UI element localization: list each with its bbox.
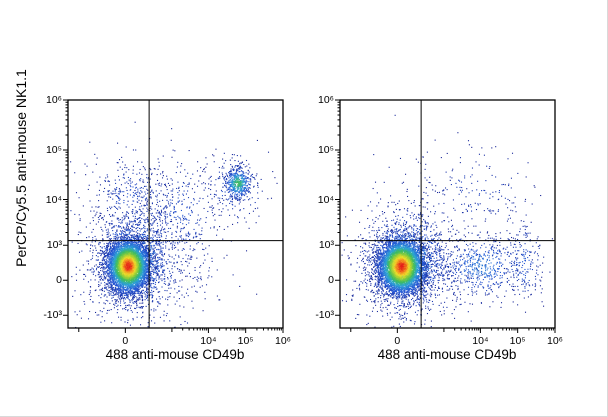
y-tick-label: 10³: [318, 239, 334, 252]
y-tick-label: 10⁶: [45, 94, 62, 106]
y-axis-label: PerCP/Cy5.5 anti-mouse NK1.1: [13, 69, 29, 267]
x-tick-label: 10⁵: [237, 335, 254, 347]
y-tick-label: 10⁴: [45, 193, 62, 206]
y-tick-label: 10⁶: [317, 94, 334, 106]
x-tick-label: 10⁴: [472, 335, 489, 347]
y-tick-label: 10⁵: [317, 143, 334, 156]
y-tick-label: -10³: [43, 309, 62, 322]
y-tick-label: 0: [328, 274, 334, 287]
x-tick-label: 10⁴: [200, 335, 217, 347]
x-axis-label-right: 488 anti-mouse CD49b: [377, 347, 517, 362]
y-tick-label: -10³: [315, 309, 334, 322]
x-tick-label: 10⁵: [509, 335, 526, 347]
y-tick-label: 10³: [46, 239, 62, 252]
y-tick-label: 0: [56, 274, 62, 287]
x-tick-label: 0: [122, 335, 129, 347]
x-axis-label-left: 488 anti-mouse CD49b: [105, 347, 245, 362]
y-tick-label: 10⁵: [45, 143, 62, 156]
x-tick-label: 0: [394, 335, 401, 347]
x-tick-label: 10⁶: [546, 335, 563, 347]
x-tick-label: 10⁶: [274, 335, 291, 347]
y-tick-label: 10⁴: [317, 193, 334, 206]
